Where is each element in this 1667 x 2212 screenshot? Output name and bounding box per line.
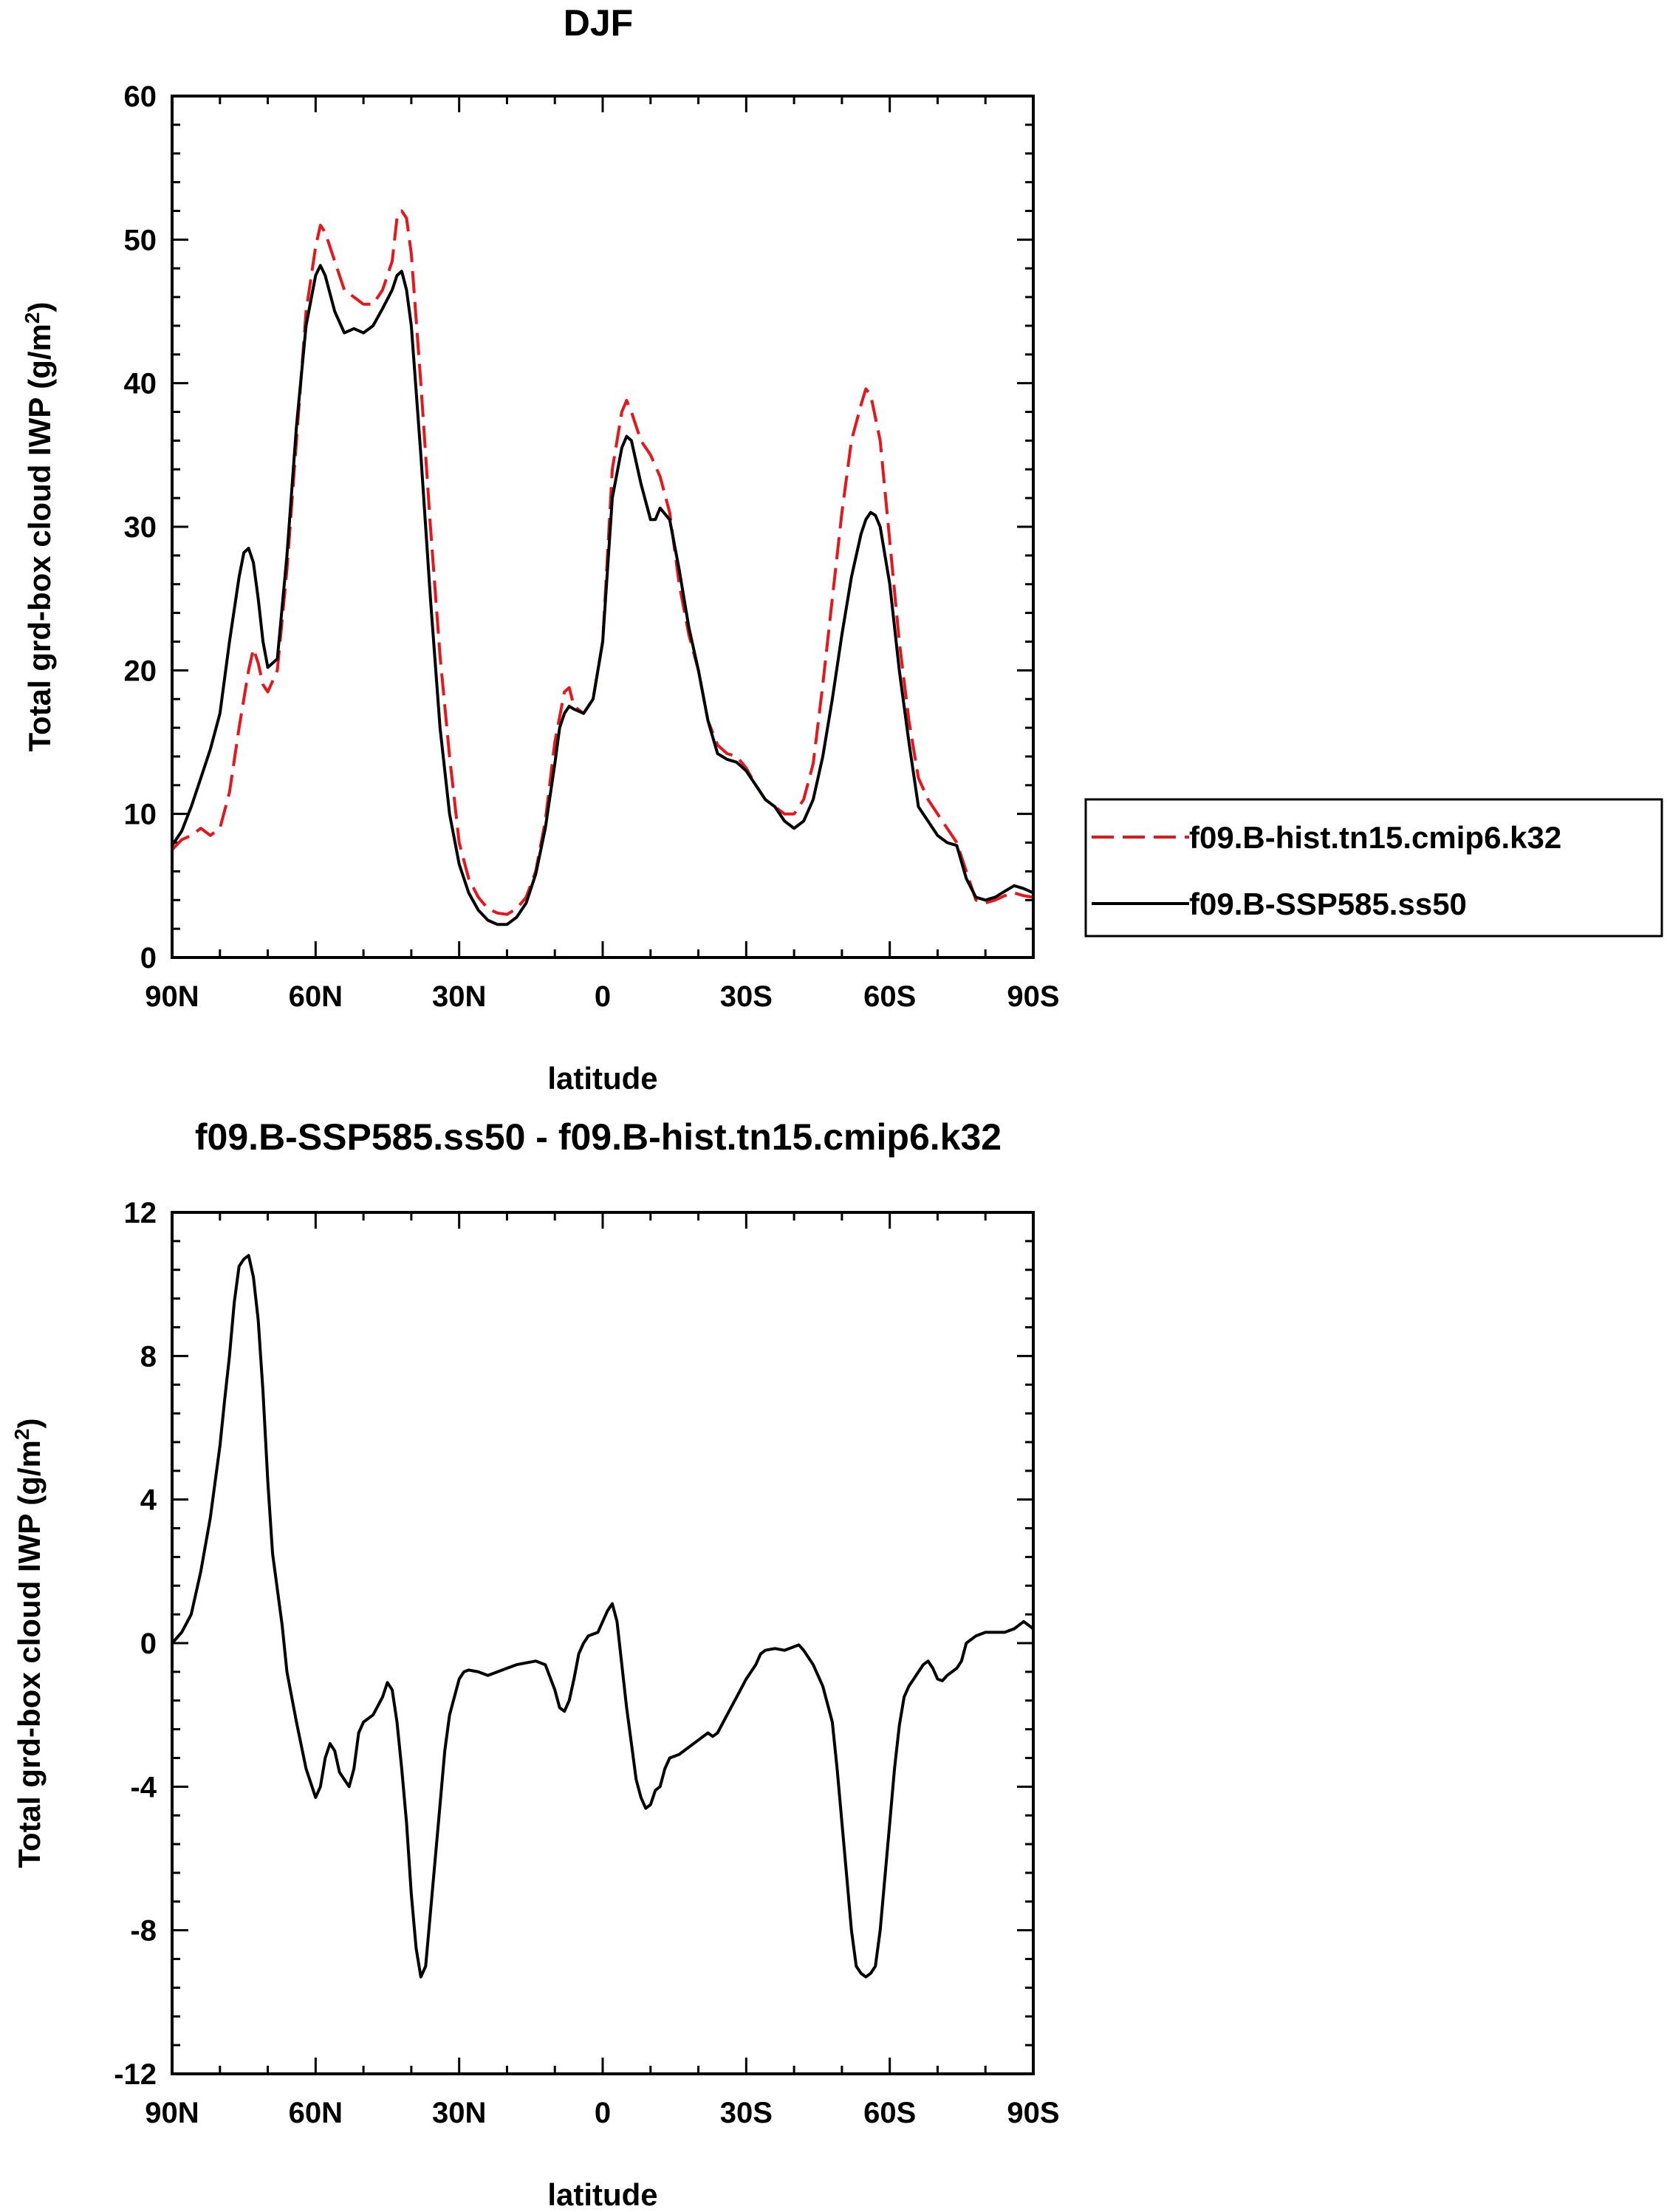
legend-hist-label: f09.B-hist.tn15.cmip6.k32 <box>1189 820 1561 855</box>
bottom-series-group <box>171 1254 1035 1979</box>
x-tick-label: 30N <box>432 980 486 1013</box>
bottom-x-tick-labels: 90N 60N 30N 0 30S 60S 90S <box>145 2097 1059 2129</box>
series-line-hist <box>171 209 1034 916</box>
y-tick-label: 12 <box>124 1197 157 1229</box>
top-series-group <box>171 209 1034 926</box>
bottom-y-tick-labels: -12 -8 -4 0 4 8 12 <box>114 1197 157 2091</box>
bottom-y-axis-label: Total grd-box cloud IWP (g/m2) <box>10 1419 47 1868</box>
x-tick-label: 90N <box>145 980 199 1013</box>
bottom-plot-frame <box>171 1211 1035 2075</box>
x-tick-label: 90S <box>1007 2097 1059 2129</box>
y-tick-label: 40 <box>124 368 157 400</box>
legend-box <box>1084 798 1663 938</box>
top-ticks <box>171 95 1035 959</box>
top-panel: DJF 0 10 20 30 40 50 60 90N 60N 30N 0 30S 60S 90S la… <box>21 2 1663 1096</box>
x-tick-label: 60N <box>289 2097 343 2129</box>
x-tick-label: 30N <box>432 2097 486 2129</box>
top-plot-frame <box>171 95 1035 959</box>
legend: f09.B-hist.tn15.cmip6.k32 f09.B-SSP585.s… <box>1084 798 1663 938</box>
bottom-panel: f09.B-SSP585.ss50 - f09.B-hist.tn15.cmip… <box>10 1116 1060 2212</box>
y-tick-label: 0 <box>140 1628 157 1660</box>
difference-line <box>171 1254 1035 1979</box>
y-tick-label: 10 <box>124 799 157 831</box>
y-tick-label: 50 <box>124 224 157 256</box>
x-tick-label: 60S <box>863 980 916 1013</box>
top-x-tick-labels: 90N 60N 30N 0 30S 60S 90S <box>145 980 1059 1013</box>
x-tick-label: 60N <box>289 980 343 1013</box>
x-tick-label: 60S <box>863 2097 916 2129</box>
y-tick-label: -12 <box>114 2058 157 2091</box>
x-tick-label: 0 <box>595 2097 611 2129</box>
bottom-ticks <box>171 1211 1035 2075</box>
y-tick-label: 0 <box>140 942 157 974</box>
y-tick-label: 4 <box>140 1484 157 1517</box>
bottom-x-axis-label: latitude <box>547 2177 657 2212</box>
top-chart-title: DJF <box>564 2 633 44</box>
top-y-tick-labels: 0 10 20 30 40 50 60 <box>124 81 157 974</box>
y-tick-label: 60 <box>124 81 157 113</box>
y-tick-label: -8 <box>130 1915 157 1948</box>
y-tick-label: 20 <box>124 655 157 687</box>
x-tick-label: 30S <box>720 2097 773 2129</box>
x-tick-label: 90N <box>145 2097 199 2129</box>
y-tick-label: -4 <box>130 1771 157 1803</box>
series-line-ssp585 <box>171 264 1034 926</box>
top-y-axis-label: Total grd-box cloud IWP (g/m2) <box>21 302 58 752</box>
x-tick-label: 90S <box>1007 980 1059 1013</box>
y-tick-label: 30 <box>124 511 157 544</box>
top-x-axis-label: latitude <box>547 1061 657 1096</box>
bottom-chart-title: f09.B-SSP585.ss50 - f09.B-hist.tn15.cmip… <box>195 1116 1002 1158</box>
y-tick-label: 8 <box>140 1340 157 1373</box>
x-tick-label: 0 <box>595 980 611 1013</box>
legend-ssp-label: f09.B-SSP585.ss50 <box>1189 887 1467 921</box>
x-tick-label: 30S <box>720 980 773 1013</box>
